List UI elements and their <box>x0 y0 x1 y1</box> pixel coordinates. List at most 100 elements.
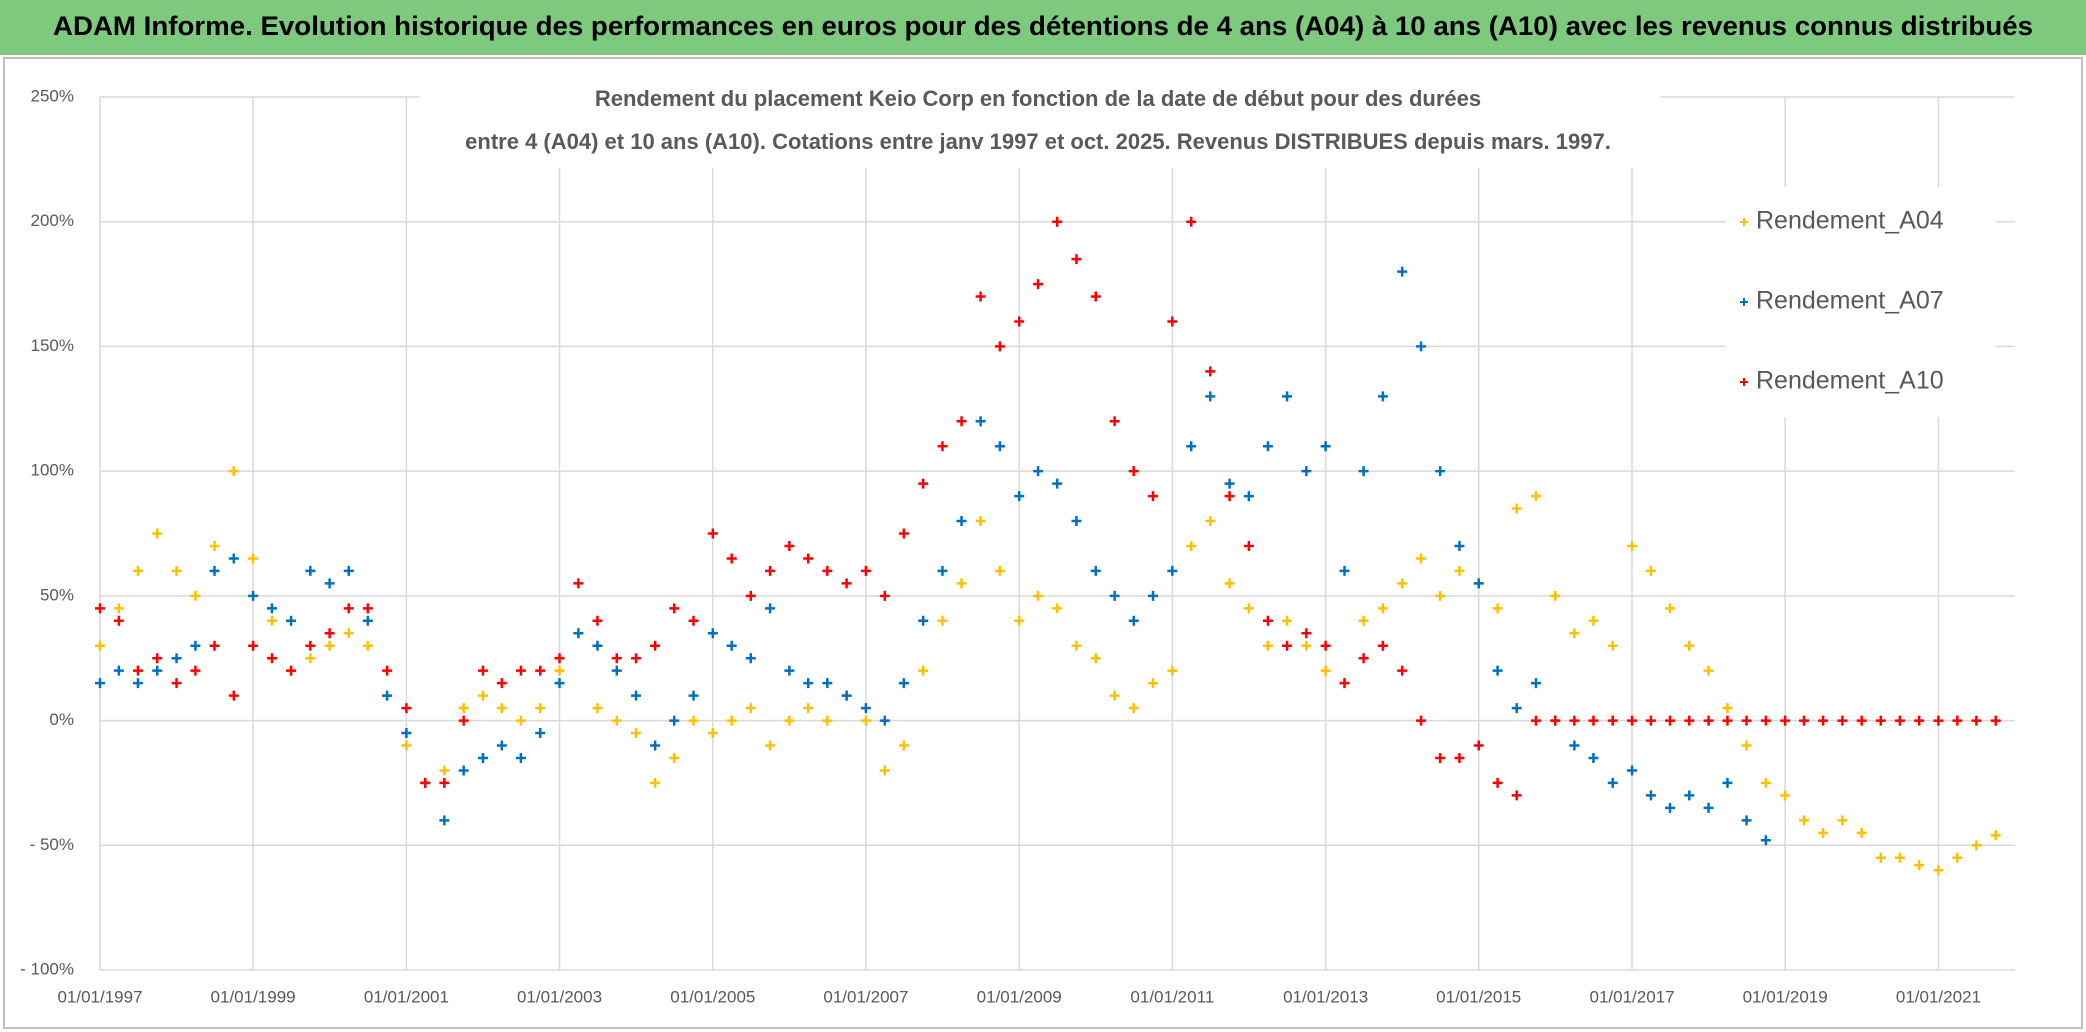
point <box>745 653 756 664</box>
point <box>1627 715 1638 726</box>
y-tick-label: 150% <box>31 336 74 355</box>
point <box>1933 865 1944 876</box>
point <box>688 615 699 626</box>
point <box>1243 540 1254 551</box>
point <box>362 615 373 626</box>
point <box>803 553 814 564</box>
point <box>1741 815 1752 826</box>
point <box>382 665 393 676</box>
point <box>592 703 603 714</box>
point <box>898 678 909 689</box>
y-tick-label: 100% <box>31 461 74 480</box>
x-tick-label: 01/01/2019 <box>1743 987 1828 1006</box>
point <box>1301 628 1312 639</box>
point <box>1627 540 1638 551</box>
chart-title: Rendement du placement Keio Corp en fonc… <box>595 86 1481 111</box>
point <box>650 740 661 751</box>
point <box>1990 830 2001 841</box>
point <box>707 528 718 539</box>
point <box>515 715 526 726</box>
point <box>860 715 871 726</box>
point <box>190 590 201 601</box>
point <box>803 678 814 689</box>
point <box>1243 603 1254 614</box>
point <box>1530 715 1541 726</box>
legend-marker <box>1740 378 1748 386</box>
y-tick-label: 0% <box>49 710 74 729</box>
point <box>1703 665 1714 676</box>
legend-label: Rendement_A04 <box>1756 207 1944 235</box>
point <box>209 640 220 651</box>
point <box>1837 715 1848 726</box>
point <box>1014 316 1025 327</box>
point <box>1320 640 1331 651</box>
point <box>1454 752 1465 763</box>
legend-label: Rendement_A10 <box>1756 367 1944 395</box>
point <box>1148 590 1159 601</box>
point <box>1071 254 1082 265</box>
x-tick-label: 01/01/2005 <box>670 987 755 1006</box>
point <box>1492 665 1503 676</box>
point <box>975 416 986 427</box>
point <box>1224 491 1235 502</box>
point <box>860 703 871 714</box>
point <box>152 528 163 539</box>
point <box>1665 802 1675 813</box>
point <box>401 728 412 739</box>
point <box>1301 466 1312 477</box>
point <box>1071 516 1082 527</box>
point <box>1052 478 1063 489</box>
point <box>286 665 297 676</box>
point <box>1722 715 1733 726</box>
point <box>860 565 871 576</box>
point <box>1684 790 1695 801</box>
point <box>343 628 354 639</box>
point <box>650 640 661 651</box>
point <box>1569 715 1580 726</box>
point <box>1243 491 1254 502</box>
point <box>1645 565 1656 576</box>
point <box>343 565 354 576</box>
point <box>305 565 316 576</box>
x-tick-label: 01/01/2021 <box>1896 987 1981 1006</box>
y-tick-label: - 50% <box>30 835 74 854</box>
point <box>515 752 526 763</box>
point <box>745 590 756 601</box>
x-tick-label: 01/01/2003 <box>517 987 602 1006</box>
point <box>841 690 852 701</box>
point <box>1397 665 1408 676</box>
point <box>95 678 105 689</box>
point <box>975 516 986 527</box>
point <box>1052 603 1063 614</box>
point <box>1780 790 1791 801</box>
point <box>1167 565 1178 576</box>
point <box>1607 640 1618 651</box>
point <box>1282 615 1293 626</box>
point <box>1148 491 1159 502</box>
point <box>113 615 124 626</box>
point <box>1377 391 1388 402</box>
point <box>975 291 986 302</box>
point <box>1397 266 1408 277</box>
point <box>1435 466 1446 477</box>
point <box>918 665 929 676</box>
point <box>822 678 833 689</box>
point <box>669 603 680 614</box>
point <box>1665 603 1675 614</box>
x-tick-label: 01/01/2007 <box>823 987 908 1006</box>
point <box>765 603 776 614</box>
point <box>1818 715 1829 726</box>
point <box>382 690 393 701</box>
point <box>1148 678 1159 689</box>
point <box>190 665 201 676</box>
point <box>1588 752 1599 763</box>
chart-border <box>3 57 2083 1029</box>
point <box>1090 653 1101 664</box>
point <box>879 590 890 601</box>
point <box>496 678 507 689</box>
point <box>1358 615 1369 626</box>
point <box>611 715 622 726</box>
point <box>784 540 795 551</box>
point <box>209 565 220 576</box>
point <box>650 777 661 788</box>
